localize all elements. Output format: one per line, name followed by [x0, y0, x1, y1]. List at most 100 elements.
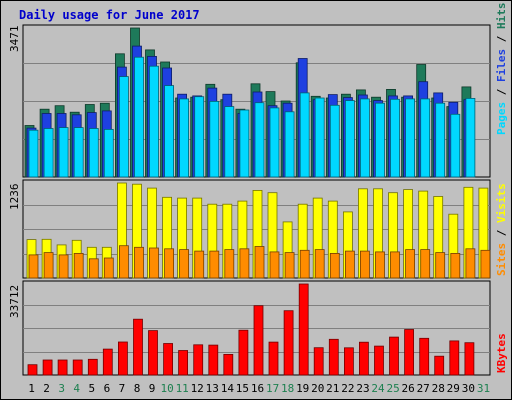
bar-sites-day-21 — [329, 252, 340, 279]
bar-sites-day-13 — [209, 250, 220, 279]
bar-sites-day-1 — [28, 254, 39, 279]
x-tick-label: 11 — [176, 382, 189, 395]
x-tick-label: 14 — [221, 382, 235, 395]
bar-pages-day-12 — [194, 96, 205, 178]
x-tick-label: 27 — [417, 382, 430, 395]
x-tick-label: 17 — [266, 382, 279, 395]
bar-kbytes-day-10 — [163, 343, 174, 376]
x-tick-label: 8 — [134, 382, 141, 395]
legend-sep-1: / — [495, 82, 508, 102]
bar-kbytes-day-25 — [389, 336, 399, 376]
bar-sites-day-4 — [73, 252, 84, 279]
bar-kbytes-day-3 — [57, 359, 68, 376]
bar-sites-day-26 — [405, 249, 416, 279]
x-tick-label: 15 — [236, 382, 249, 395]
bar-kbytes-day-5 — [87, 358, 98, 376]
bar-kbytes-day-6 — [102, 348, 113, 376]
bar-kbytes-day-17 — [268, 341, 279, 376]
x-tick-label: 9 — [149, 382, 156, 395]
bar-kbytes-day-14 — [223, 353, 234, 376]
legend-kbytes: KBytes — [495, 333, 508, 373]
bar-sites-day-19 — [299, 249, 310, 279]
panel-hits-files-pages — [22, 24, 491, 178]
x-tick-label: 28 — [432, 382, 445, 395]
bar-pages-day-22 — [344, 100, 355, 178]
x-axis-labels: 1 2 3 4 5 6 7 8 9 10 11 12 13 14 15 16 17 18 19 20 21 22 23 24 2… — [28, 382, 490, 395]
x-tick-label: 2 — [43, 382, 50, 395]
bar-sites-day-31 — [480, 249, 491, 279]
x-tick-label: 24 — [371, 382, 385, 395]
x-tick-label: 10 — [160, 382, 173, 395]
x-tick-label: 20 — [311, 382, 324, 395]
bar-sites-day-23 — [359, 250, 370, 279]
bar-pages-day-23 — [359, 98, 370, 178]
bar-kbytes-day-13 — [208, 344, 219, 376]
x-tick-label: 13 — [206, 382, 219, 395]
x-tick-label: 4 — [73, 382, 80, 395]
chart-title: Daily usage for June 2017 — [19, 8, 200, 22]
x-tick-label: 1 — [28, 382, 35, 395]
legend-pages: Pages — [495, 102, 508, 135]
legend-visits-sites: Sites / Visits — [495, 183, 508, 276]
bar-pages-day-7 — [119, 76, 129, 178]
bar-pages-day-28 — [435, 102, 446, 178]
legend-sep-3: / — [495, 223, 508, 243]
bar-kbytes-day-21 — [328, 338, 339, 376]
bar-kbytes-day-29 — [449, 340, 460, 376]
x-tick-label: 23 — [356, 382, 369, 395]
bar-pages-day-30 — [465, 98, 476, 178]
bar-pages-day-27 — [420, 98, 431, 178]
bar-sites-day-5 — [88, 258, 99, 279]
x-tick-label: 12 — [191, 382, 204, 395]
bar-sites-day-17 — [269, 251, 280, 279]
bar-sites-day-10 — [164, 248, 175, 279]
bar-pages-day-14 — [224, 106, 235, 178]
bar-kbytes-day-22 — [343, 347, 354, 376]
bar-kbytes-day-7 — [118, 341, 128, 376]
bar-kbytes-day-12 — [193, 344, 204, 376]
x-tick-label: 7 — [119, 382, 126, 395]
bar-pages-day-4 — [73, 127, 84, 178]
bar-pages-day-5 — [88, 128, 99, 178]
bar-kbytes-day-24 — [374, 345, 384, 376]
bar-sites-day-8 — [134, 246, 144, 279]
panel-kbytes — [22, 280, 491, 376]
bar-sites-day-6 — [103, 257, 114, 279]
bar-sites-day-14 — [224, 249, 235, 279]
bar-pages-day-11 — [179, 98, 190, 178]
bar-sites-day-27 — [420, 249, 431, 279]
bar-kbytes-day-20 — [313, 347, 324, 376]
bar-sites-day-2 — [43, 252, 54, 279]
bar-sites-day-16 — [254, 246, 265, 279]
bar-sites-day-7 — [119, 245, 129, 279]
y-max-label-kbytes: 33712 — [8, 285, 21, 318]
bar-sites-day-3 — [58, 254, 69, 279]
x-tick-label: 26 — [401, 382, 414, 395]
bar-pages-day-25 — [390, 98, 400, 178]
bar-kbytes-day-1 — [27, 364, 38, 376]
x-tick-label: 30 — [462, 382, 475, 395]
bar-pages-day-6 — [103, 128, 114, 178]
x-tick-label: 21 — [326, 382, 339, 395]
x-tick-label: 29 — [447, 382, 460, 395]
bar-sites-day-29 — [450, 252, 461, 279]
legend-files: Files — [495, 49, 508, 82]
legend-sep-2: / — [495, 29, 508, 49]
x-tick-label: 3 — [58, 382, 65, 395]
bar-pages-day-19 — [299, 92, 310, 178]
bar-kbytes-day-30 — [464, 342, 475, 376]
bar-pages-day-24 — [375, 102, 385, 178]
bar-pages-day-1 — [28, 129, 39, 178]
panel-visits-sites — [22, 179, 491, 279]
bar-kbytes-day-27 — [419, 337, 430, 376]
x-tick-label: 6 — [104, 382, 111, 395]
bar-sites-day-30 — [465, 248, 476, 279]
x-tick-label: 25 — [386, 382, 399, 395]
bar-sites-day-12 — [194, 250, 205, 279]
bar-pages-day-10 — [164, 85, 175, 178]
legend-hits-files-pages: Pages / Files / Hits — [495, 3, 508, 136]
bar-sites-day-9 — [149, 247, 159, 279]
bar-kbytes-day-18 — [283, 310, 294, 376]
bar-kbytes-day-11 — [178, 350, 189, 376]
bar-sites-day-11 — [179, 249, 190, 279]
